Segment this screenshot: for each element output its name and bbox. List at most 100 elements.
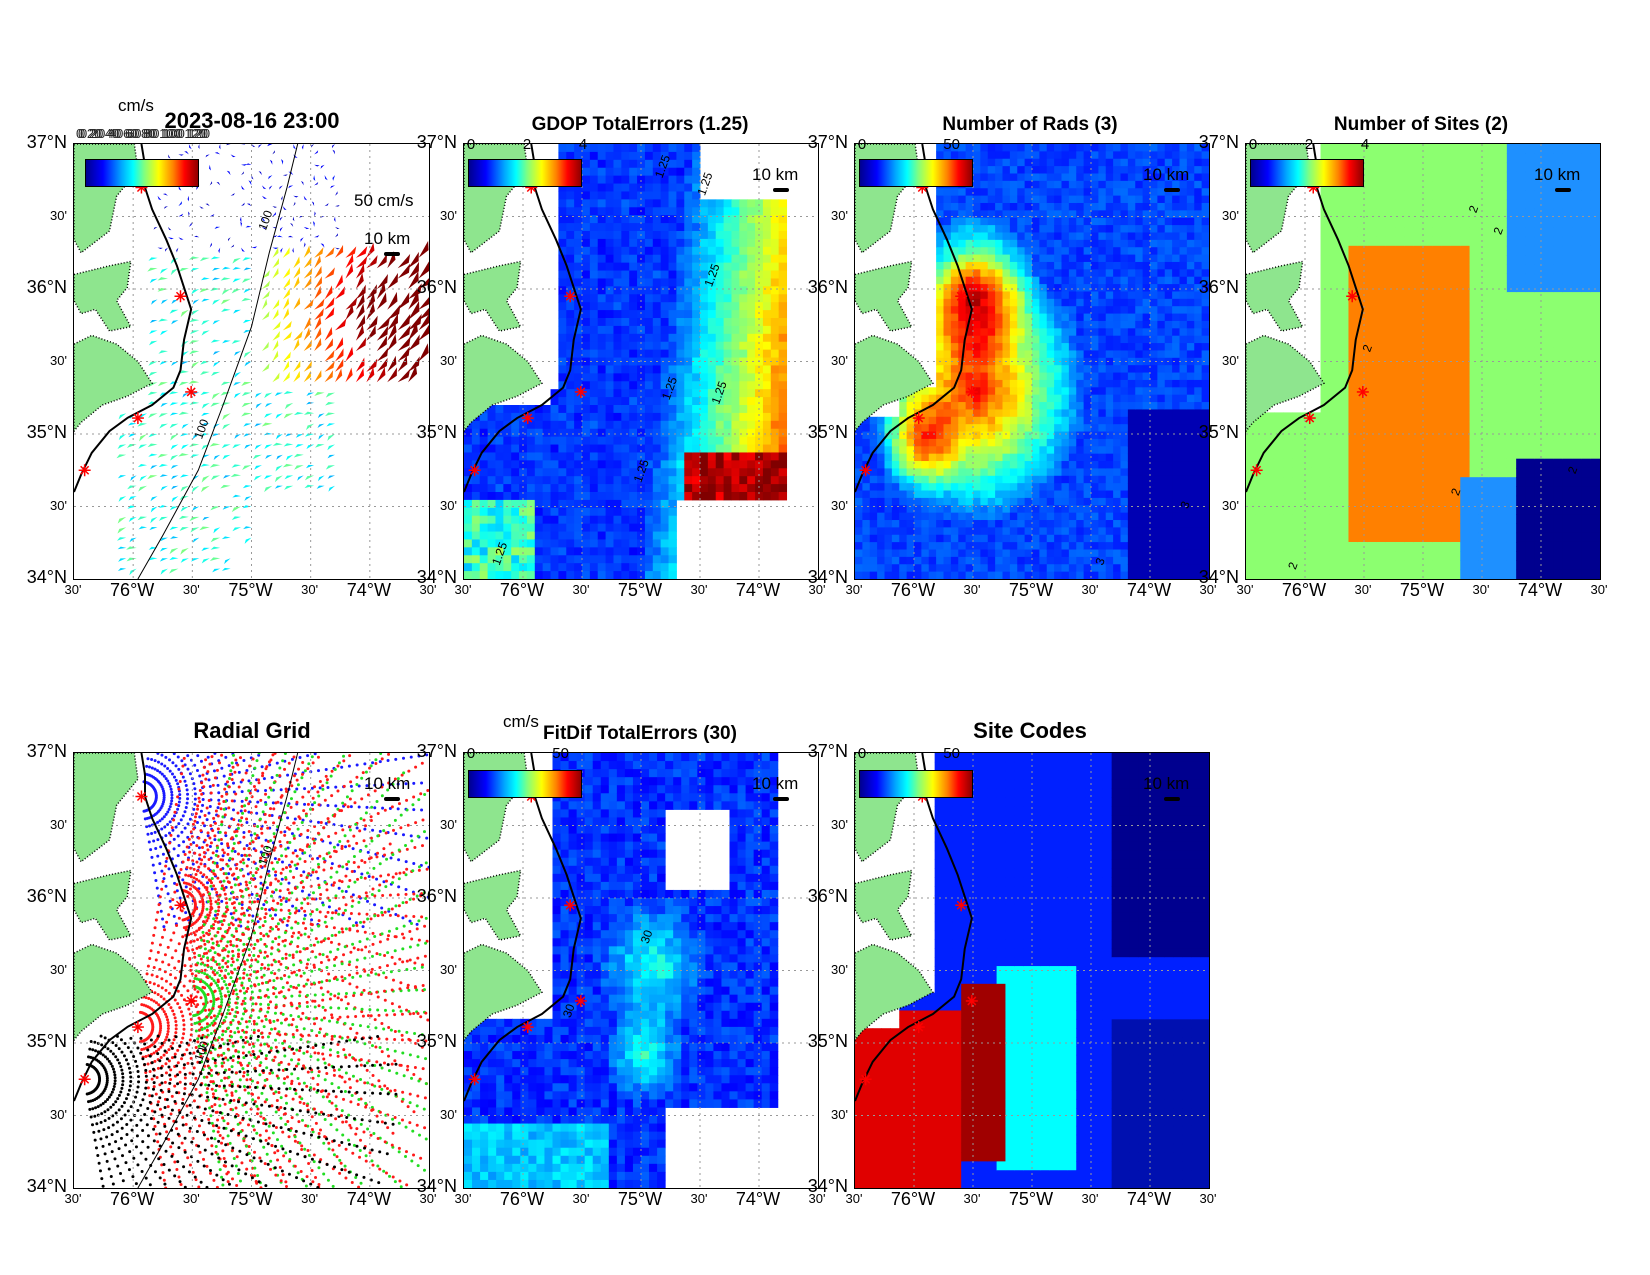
data-cell (965, 542, 974, 551)
data-cell (660, 207, 670, 216)
data-cell (980, 461, 989, 469)
data-cell (936, 475, 944, 484)
data-cell (629, 476, 638, 485)
data-cell (1172, 387, 1180, 396)
current-vector (345, 367, 353, 383)
data-cell (582, 555, 591, 564)
data-cell (921, 475, 930, 484)
data-cell (1091, 158, 1099, 167)
data-cell (479, 412, 489, 422)
data-cell (1091, 328, 1099, 337)
data-cell (1076, 387, 1085, 396)
data-cell (566, 436, 575, 446)
data-cell (1135, 166, 1144, 174)
data-cell (987, 571, 996, 579)
data-cell (1032, 239, 1040, 248)
data-cell (891, 416, 900, 425)
data-cell (723, 436, 732, 446)
data-cell (605, 405, 614, 414)
data-cell (731, 294, 740, 303)
data-cell (755, 365, 764, 374)
data-cell (676, 420, 685, 430)
data-cell (1172, 497, 1180, 506)
data-cell (1164, 402, 1173, 410)
data-cell (1076, 284, 1085, 292)
data-cell (605, 484, 614, 493)
data-cell (1142, 431, 1151, 440)
data-cell (950, 556, 959, 565)
data-cell (731, 231, 740, 240)
data-cell (519, 492, 528, 501)
data-cell (1068, 365, 1077, 374)
data-cell (1017, 461, 1026, 469)
data-cell (1157, 151, 1166, 160)
current-vector (149, 319, 158, 324)
data-cell (755, 468, 764, 477)
data-cell (1032, 350, 1040, 359)
data-cell (1061, 173, 1070, 182)
data-cell (862, 438, 871, 447)
data-cell (1032, 254, 1040, 263)
current-vector (209, 213, 215, 217)
data-cell (566, 420, 575, 430)
data-cell (747, 215, 756, 224)
current-vector (243, 526, 252, 530)
data-cell (906, 542, 915, 551)
data-cell (715, 286, 725, 295)
current-vector (167, 154, 171, 159)
data-cell (1024, 225, 1033, 233)
data-cell (495, 563, 504, 572)
data-cell (707, 452, 717, 461)
current-vector (285, 454, 294, 461)
data-cell (479, 555, 489, 564)
current-vector (246, 203, 252, 207)
data-cell (965, 512, 974, 521)
data-cell (1127, 512, 1136, 521)
data-cell (613, 389, 622, 398)
data-cell (1002, 505, 1011, 514)
data-cell (906, 402, 915, 410)
data-cell (621, 318, 630, 327)
current-vector (324, 338, 333, 352)
data-cell (652, 246, 662, 256)
current-vector (147, 267, 158, 272)
data-cell (1150, 151, 1158, 160)
data-cell (995, 313, 1003, 322)
data-cell (1002, 284, 1011, 292)
data-cell (755, 294, 764, 303)
data-cell (723, 444, 732, 453)
data-cell (1039, 438, 1048, 447)
data-cell (582, 444, 591, 453)
data-cell (668, 499, 677, 509)
data-cell (676, 349, 685, 359)
data-cell (1046, 217, 1055, 226)
data-cell (906, 475, 915, 484)
map-currents[interactable]: 100 100 (73, 143, 430, 580)
data-cell (613, 167, 622, 177)
data-cell (652, 175, 662, 185)
data-cell (1186, 387, 1195, 396)
data-cell (534, 539, 544, 548)
data-cell (676, 412, 685, 422)
data-cell (1032, 217, 1040, 226)
data-cell (597, 515, 607, 525)
data-cell (731, 270, 740, 279)
data-cell (1194, 151, 1203, 160)
data-cell (731, 484, 740, 493)
data-cell (1320, 255, 1331, 265)
data-cell (1083, 520, 1092, 528)
data-cell (637, 246, 646, 256)
data-cell (755, 436, 764, 446)
data-cell (629, 294, 638, 303)
data-cell (550, 515, 559, 525)
data-cell (1091, 394, 1099, 403)
data-cell (995, 269, 1003, 278)
data-cell (1002, 217, 1011, 226)
current-vector (180, 485, 189, 492)
data-cell (1194, 320, 1203, 329)
data-cell (770, 246, 780, 256)
map-gdop[interactable]: 1.25 1.25 1.25 1.25 1.25 1.25 1.25 (463, 143, 819, 580)
data-cell (613, 460, 622, 469)
